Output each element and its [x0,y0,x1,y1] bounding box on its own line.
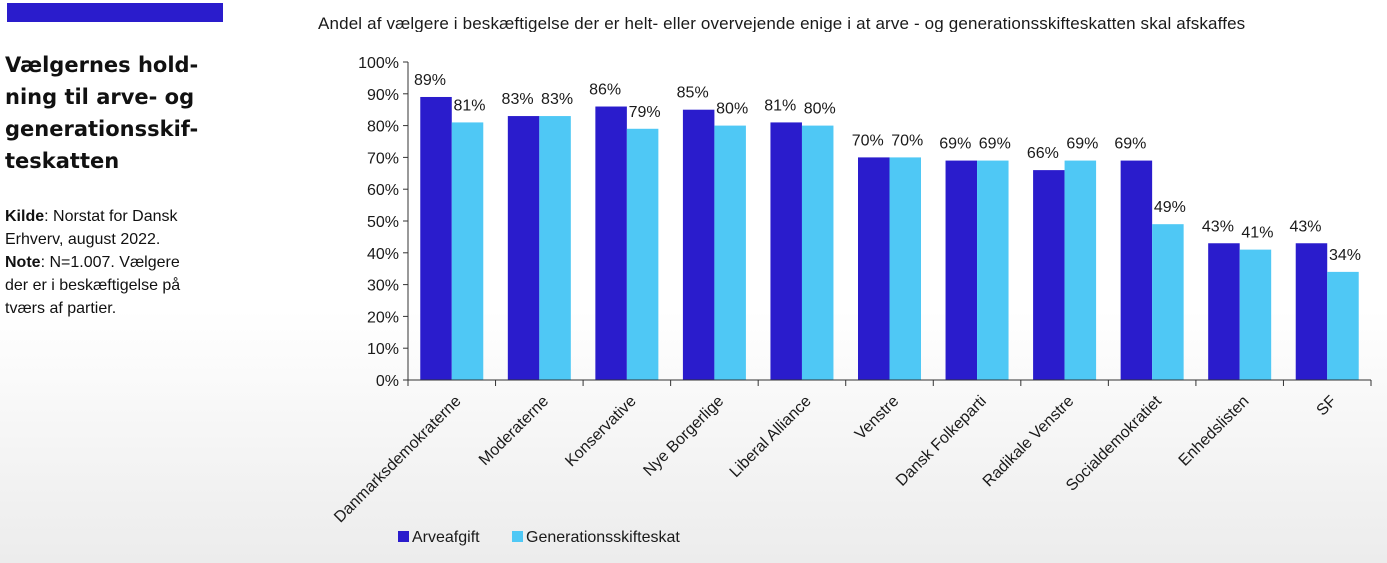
sidebar-notes: Kilde: Norstat for Dansk Erhverv, august… [5,205,225,320]
x-tick-label: Konservative [562,393,639,470]
data-label: 83% [541,91,573,108]
legend-swatch [512,531,523,542]
data-label: 80% [716,101,748,118]
bar-arveafgift [945,160,978,380]
chart-title: Andel af vælgere i beskæftigelse der er … [318,14,1246,32]
y-tick-label: 10% [367,341,399,358]
data-label: 43% [1202,218,1234,235]
bar-generationsskifteskat [1327,271,1359,380]
data-label: 69% [1114,136,1146,153]
data-label: 69% [979,136,1011,153]
data-label: 69% [939,136,971,153]
bar-arveafgift [1208,243,1240,380]
x-tick-label: Nye Borgerlige [640,393,727,480]
bar-generationsskifteskat [1152,224,1184,380]
y-tick-label: 20% [367,309,399,326]
data-label: 69% [1066,136,1098,153]
bar-generationsskifteskat [539,116,571,380]
data-label: 66% [1027,145,1059,162]
sidebar-title-line: ning til arve- og [5,85,195,109]
bar-generationsskifteskat [626,128,659,380]
sidebar-title-line: Vælgernes hold- [5,53,199,77]
source-line: Kilde: Norstat for Dansk [5,205,225,228]
data-label: 81% [764,97,796,114]
bar-generationsskifteskat [1239,249,1272,380]
data-label: 41% [1241,225,1273,242]
data-label: 81% [454,97,486,114]
data-label: 70% [852,132,884,149]
source-text: : Norstat for Dansk [44,208,178,225]
note-text-3: tværs af partier. [5,300,117,317]
bar-generationsskifteskat [451,122,484,381]
bar-generationsskifteskat [714,125,746,380]
data-label: 80% [804,101,836,118]
legend-swatch [398,531,409,542]
sidebar-title-line: generationsskif- [5,117,199,141]
chart-title-clip: Andel af vælgere i beskæftigelse der er … [318,0,1387,32]
data-label: 79% [629,104,661,121]
x-tick-label: Venstre [852,393,902,443]
x-tick-label: Moderaterne [476,393,552,469]
y-tick-label: 30% [367,278,399,295]
bar-arveafgift [770,122,802,381]
data-label: 86% [589,82,621,99]
source-text-2: Erhverv, august 2022. [5,231,161,248]
bar-arveafgift [858,157,890,380]
note-line: Note: N=1.007. Vælgere [5,251,225,274]
y-tick-label: 0% [376,373,399,390]
data-label: 34% [1329,247,1361,264]
bar-arveafgift [420,96,452,380]
bar-arveafgift [1033,170,1065,380]
data-label: 49% [1154,199,1186,216]
source-label: Kilde [5,208,45,225]
bar-arveafgift [1120,160,1153,380]
data-label: 85% [677,85,709,102]
legend-label: Arveafgift [412,529,480,546]
data-label: 43% [1289,218,1321,235]
y-tick-label: 70% [367,150,399,167]
note-text: : N=1.007. Vælgere [40,254,180,271]
bar-generationsskifteskat [889,157,921,380]
data-label: 83% [502,91,534,108]
data-label: 89% [414,72,446,89]
y-tick-label: 80% [367,119,399,136]
bar-generationsskifteskat [1064,160,1097,380]
y-tick-label: 60% [367,182,399,199]
x-tick-label: Enhedslisten [1176,393,1253,470]
x-tick-label: Liberal Alliance [727,393,815,481]
x-tick-label: Dansk Folkeparti [893,393,990,490]
y-tick-label: 90% [367,87,399,104]
sidebar-title: Vælgernes hold- ning til arve- og genera… [5,49,220,177]
note-text-2: der er i beskæftigelse på [5,277,181,294]
legend-label: Generationsskifteskat [526,529,680,546]
note-label: Note [5,254,41,271]
bar-arveafgift [1295,243,1328,380]
x-tick-label: Radikale Venstre [980,393,1078,491]
y-tick-label: 40% [367,246,399,263]
bar-arveafgift [682,109,715,380]
x-tick-label: Socialdemokratiet [1063,392,1165,494]
bar-arveafgift [595,106,627,381]
top-accent-bar [7,3,223,22]
bar-generationsskifteskat [977,160,1009,380]
data-label: 70% [891,132,923,149]
x-tick-label: Danmarksdemokraterne [331,393,464,526]
sidebar-title-line: teskatten [5,149,120,173]
y-tick-label: 100% [358,55,399,72]
x-tick-label: SF [1314,393,1341,420]
bar-generationsskifteskat [801,125,834,380]
bar-arveafgift [507,116,540,380]
y-tick-label: 50% [367,214,399,231]
